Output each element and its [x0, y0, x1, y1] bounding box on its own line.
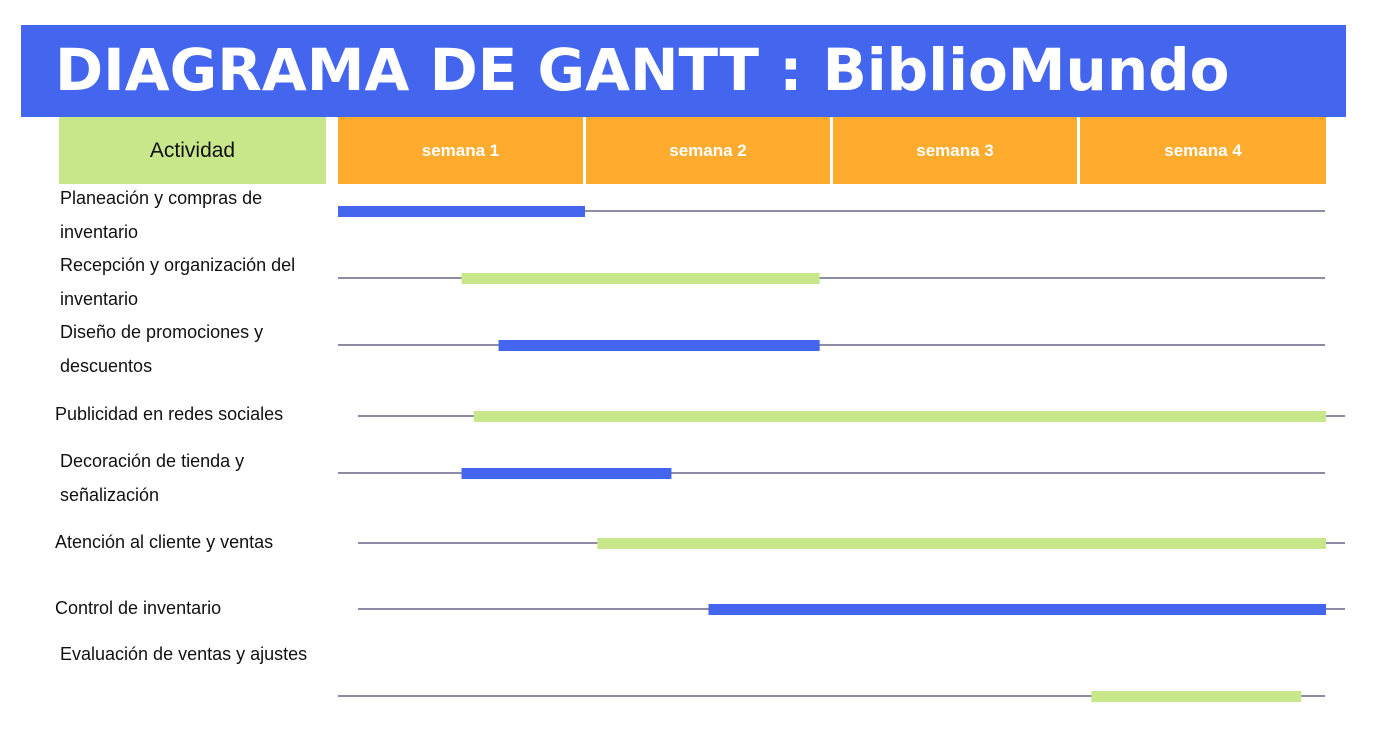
activity-label-7: Control de inventario [55, 598, 222, 618]
week-header-2: semana 2 [586, 117, 830, 184]
gantt-bar-7 [708, 604, 1326, 615]
activity-column-header: Actividad [59, 117, 326, 184]
gantt-bar-4 [473, 411, 1327, 422]
activity-label-6: Atención al cliente y ventas [55, 532, 274, 552]
activity-label-5: Decoración de tienda y señalización [60, 451, 245, 505]
activity-label-2: Recepción y organización del inventario [60, 255, 296, 309]
activity-label-1: Planeación y compras de inventario [60, 188, 263, 242]
activity-label-3: Diseño de promociones y descuentos [60, 322, 264, 376]
gantt-bar-6 [597, 538, 1326, 549]
week-header-4: semana 4 [1080, 117, 1326, 184]
week-header-1: semana 1 [338, 117, 583, 184]
gantt-bar-5 [461, 468, 672, 479]
chart-title: DIAGRAMA DE GANTT : BiblioMundo [55, 36, 1230, 104]
title-bar: DIAGRAMA DE GANTT : BiblioMundo [21, 25, 1346, 117]
gantt-bar-3 [498, 340, 820, 351]
week-header-3: semana 3 [833, 117, 1077, 184]
activity-label-8: Evaluación de ventas y ajustes [60, 644, 308, 664]
gantt-bar-2 [461, 273, 820, 284]
gantt-bar-1 [338, 206, 585, 217]
activity-label-4: Publicidad en redes sociales [55, 404, 284, 424]
gantt-bar-8 [1091, 691, 1302, 702]
